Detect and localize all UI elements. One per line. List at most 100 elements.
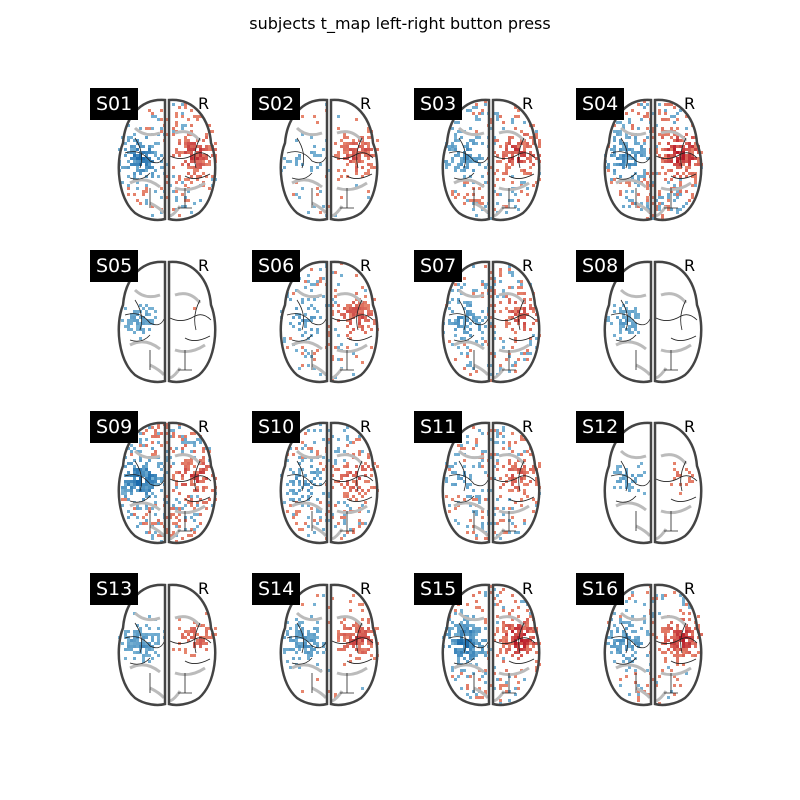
activation-voxel [139,456,142,459]
activation-voxel [346,304,349,307]
activation-voxel [313,205,316,208]
activation-voxel [169,513,172,516]
activation-voxel [148,489,151,492]
activation-voxel [469,322,472,325]
brain-gyri [453,288,530,380]
activation-voxel [289,337,292,340]
activation-voxel [691,184,694,187]
activation-voxel [355,648,358,651]
activation-voxel [667,208,670,211]
activation-voxel [646,157,649,160]
activation-voxel [652,678,655,681]
activation-voxel [517,651,520,654]
activation-voxel [625,645,628,648]
activation-voxel [166,118,169,121]
activation-voxel [343,169,346,172]
activation-voxel [619,678,622,681]
activation-voxel [670,651,673,654]
activation-voxel [637,151,640,154]
activation-voxel [340,633,343,636]
activation-voxel [337,450,340,453]
activation-voxel [130,492,133,495]
activation-voxel [361,468,364,471]
activation-voxel [193,444,196,447]
activation-voxel [334,504,337,507]
activation-voxel [670,157,673,160]
subject-label: S11 [414,411,463,443]
activation-voxel [355,307,358,310]
activation-voxel [364,319,367,322]
activation-voxel [643,603,646,606]
activation-voxel [466,166,469,169]
right-hemisphere-label: R [198,417,210,436]
activation-voxel [511,310,514,313]
activation-voxel [205,175,208,178]
activation-voxel [685,190,688,193]
activation-voxel [625,196,628,199]
activation-voxel [349,660,352,663]
activation-voxel [376,465,379,468]
activation-voxel [520,130,523,133]
activation-map [604,301,640,343]
activation-voxel [502,507,505,510]
activation-voxel [205,145,208,148]
activation-voxel [166,531,169,534]
activation-voxel [628,163,631,166]
activation-voxel [286,295,289,298]
activation-voxel [181,474,184,477]
activation-voxel [475,160,478,163]
activation-voxel [676,163,679,166]
activation-voxel [529,151,532,154]
activation-voxel [289,480,292,483]
activation-voxel [514,531,517,534]
activation-voxel [463,639,466,642]
activation-voxel [358,636,361,639]
activation-voxel [172,166,175,169]
activation-voxel [637,175,640,178]
activation-voxel [502,151,505,154]
activation-voxel [514,486,517,489]
activation-voxel [493,139,496,142]
activation-voxel [475,693,478,696]
activation-voxel [637,193,640,196]
activation-voxel [463,316,466,319]
activation-voxel [484,537,487,540]
activation-voxel [139,142,142,145]
activation-voxel [358,651,361,654]
activation-voxel [466,160,469,163]
activation-voxel [361,286,364,289]
activation-voxel [148,319,151,322]
activation-voxel [178,151,181,154]
activation-voxel [490,322,493,325]
activation-voxel [358,486,361,489]
activation-voxel [289,504,292,507]
activation-voxel [529,145,532,148]
activation-voxel [160,522,163,525]
activation-voxel [283,501,286,504]
activation-voxel [664,651,667,654]
activation-voxel [643,471,646,474]
activation-voxel [130,483,133,486]
activation-voxel [145,486,148,489]
activation-voxel [289,447,292,450]
activation-voxel [202,468,205,471]
activation-voxel [319,316,322,319]
activation-voxel [154,190,157,193]
activation-voxel [196,118,199,121]
activation-voxel [166,501,169,504]
activation-voxel [655,145,658,148]
activation-voxel [154,453,157,456]
activation-voxel [346,444,349,447]
activation-voxel [133,630,136,633]
activation-voxel [457,624,460,627]
activation-voxel [496,615,499,618]
activation-voxel [352,624,355,627]
activation-voxel [481,648,484,651]
activation-voxel [445,163,448,166]
activation-voxel [694,163,697,166]
subject-panel: S10 R [252,411,402,561]
activation-voxel [520,154,523,157]
activation-voxel [190,130,193,133]
activation-voxel [172,127,175,130]
activation-voxel [496,115,499,118]
